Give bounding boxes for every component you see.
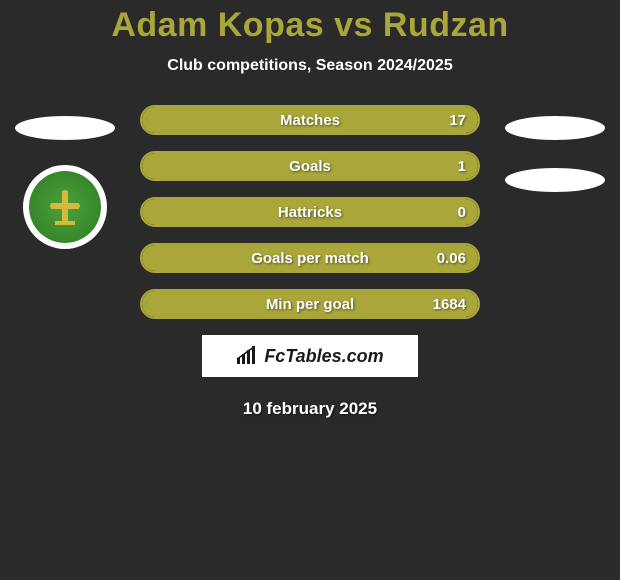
stat-label: Matches [142, 112, 478, 129]
stat-value-left-player: 0 [458, 204, 466, 221]
content-region: Matches17 Goals1 Hattricks0 Goals per match… [0, 105, 620, 319]
left-player-column [10, 105, 120, 249]
date-text: 10 february 2025 [0, 399, 620, 419]
stat-bar: Goals per match0.06 [140, 243, 480, 273]
avatar-ellipse [15, 116, 115, 140]
right-player-club-placeholder [500, 157, 610, 203]
right-player-avatar-placeholder [500, 105, 610, 151]
brand-text: FcTables.com [264, 346, 383, 367]
stat-label: Min per goal [142, 296, 478, 313]
bars-chart-icon [236, 346, 258, 366]
stats-comparison-card: Adam Kopas vs Rudzan Club competitions, … [0, 0, 620, 580]
stat-label: Goals [142, 158, 478, 175]
stat-label: Hattricks [142, 204, 478, 221]
right-player-column [500, 105, 610, 203]
stat-label: Goals per match [142, 250, 478, 267]
stat-bar: Min per goal1684 [140, 289, 480, 319]
page-title: Adam Kopas vs Rudzan [0, 6, 620, 45]
stat-value-left-player: 1684 [433, 296, 466, 313]
club-cross-icon [43, 185, 87, 229]
left-player-avatar-placeholder [10, 105, 120, 151]
stat-bar: Hattricks0 [140, 197, 480, 227]
left-player-club-badge [23, 165, 107, 249]
stat-value-left-player: 0.06 [437, 250, 466, 267]
stat-bars: Matches17 Goals1 Hattricks0 Goals per match… [140, 105, 480, 319]
club-badge-inner [29, 171, 101, 243]
stat-bar: Matches17 [140, 105, 480, 135]
stat-value-left-player: 1 [458, 158, 466, 175]
stat-bar: Goals1 [140, 151, 480, 181]
club-ellipse [505, 168, 605, 192]
brand-watermark: FcTables.com [202, 335, 418, 377]
stat-value-left-player: 17 [449, 112, 466, 129]
avatar-ellipse [505, 116, 605, 140]
subtitle: Club competitions, Season 2024/2025 [0, 57, 620, 75]
